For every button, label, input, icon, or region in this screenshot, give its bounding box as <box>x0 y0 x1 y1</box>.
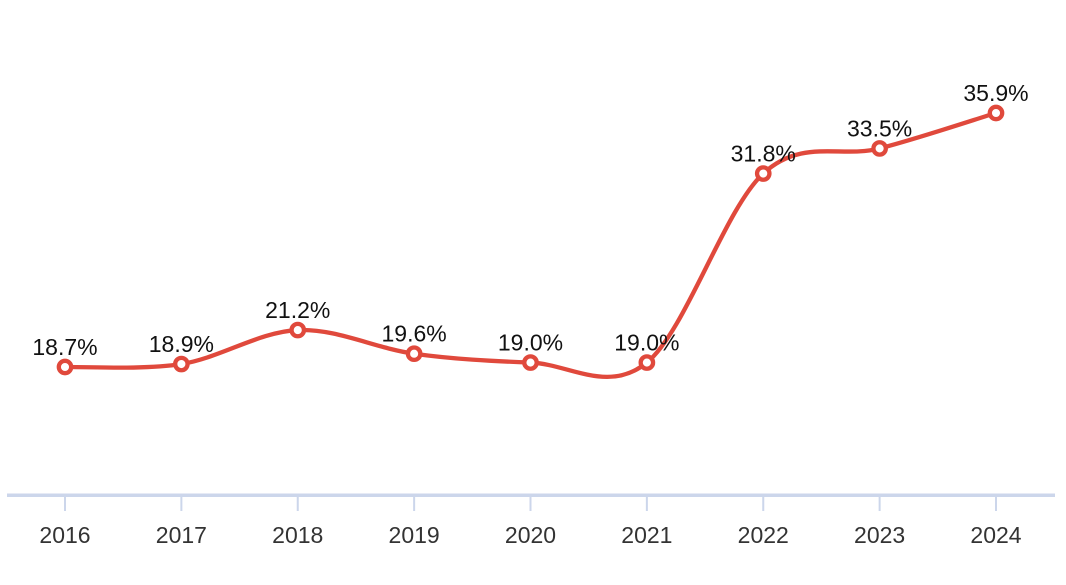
data-point-marker-2017[interactable] <box>173 355 190 373</box>
data-point-marker-2020[interactable] <box>522 354 539 371</box>
x-axis-tick-2022 <box>762 497 765 511</box>
x-axis-label-2017: 2017 <box>156 522 207 548</box>
x-axis-tick-2017 <box>180 497 183 511</box>
x-axis-tick-2019 <box>413 497 416 511</box>
x-axis-label-2018: 2018 <box>272 522 323 548</box>
series-line <box>62 110 999 380</box>
data-point-label-2022: 31.8% <box>731 141 796 167</box>
x-axis-tick-2021 <box>645 497 648 511</box>
x-axis-tick-2020 <box>529 497 532 511</box>
data-point-marker-2022[interactable] <box>754 165 772 182</box>
data-point-label-2020: 19.0% <box>498 330 563 356</box>
data-point-marker-2018[interactable] <box>289 321 307 339</box>
data-point-marker-2019[interactable] <box>405 345 423 363</box>
data-point-label-2023: 33.5% <box>847 115 912 141</box>
x-axis-label-2022: 2022 <box>738 522 789 548</box>
data-point-label-2017: 18.9% <box>149 331 214 357</box>
data-point-label-2019: 19.6% <box>382 321 447 347</box>
x-axis-tick-2024 <box>995 497 997 511</box>
data-point-marker-2024[interactable] <box>987 104 1005 122</box>
data-point-label-2021: 19.0% <box>614 330 679 356</box>
data-point-marker-2021[interactable] <box>638 354 656 371</box>
x-axis-label-2023: 2023 <box>854 522 905 548</box>
data-point-marker-2016[interactable] <box>56 358 74 376</box>
data-point-label-2016: 18.7% <box>32 334 97 360</box>
x-axis-label-2016: 2016 <box>39 522 90 548</box>
x-axis-label-2024: 2024 <box>970 522 1021 548</box>
data-point-label-2018: 21.2% <box>265 297 330 323</box>
x-axis-label-2021: 2021 <box>621 522 672 548</box>
x-axis-tick-2018 <box>296 497 299 511</box>
x-axis-tick-2023 <box>878 497 881 511</box>
data-point-label-2024: 35.9% <box>963 80 1028 106</box>
x-axis-label-2019: 2019 <box>389 522 440 548</box>
data-point-marker-2023[interactable] <box>871 140 888 157</box>
x-axis-line <box>7 493 1055 497</box>
x-axis-tick-2016 <box>64 497 66 511</box>
x-axis-label-2020: 2020 <box>505 522 556 548</box>
